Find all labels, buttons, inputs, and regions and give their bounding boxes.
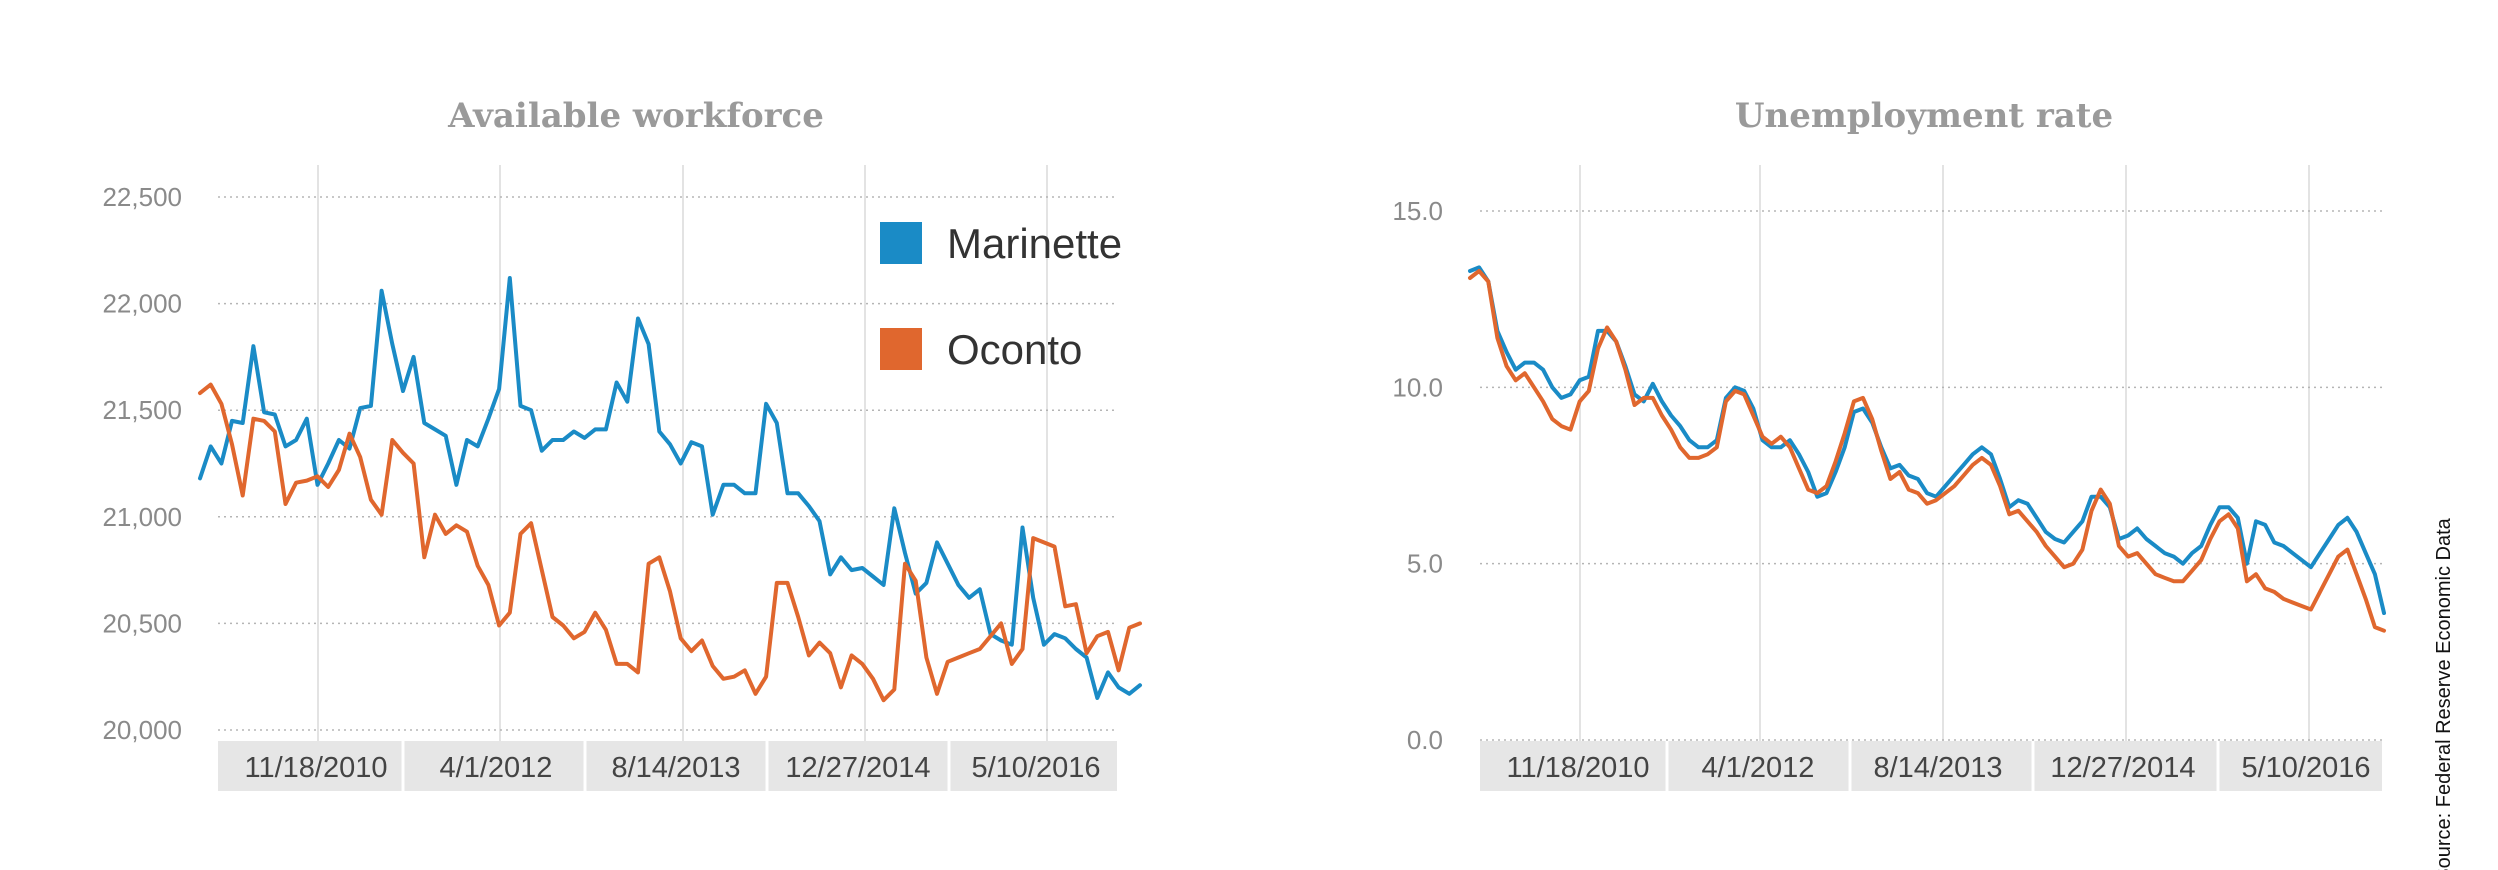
legend: Marinette Oconto [880,220,1122,373]
y-tick-label: 10.0 [1392,372,1443,402]
x-tick-label: 4/1/2012 [1702,752,1815,784]
x-tick-label: 5/10/2016 [971,752,1100,784]
x-tick-label: 4/1/2012 [440,752,553,784]
workforce-series [198,276,1142,703]
unemployment-series [1468,265,2386,633]
y-tick-label: 0.0 [1407,725,1443,755]
source-note: Source: Federal Reserve Economic Data [2433,517,2455,870]
x-tick-label: 11/18/2010 [245,752,388,784]
workforce-x-axis-band [218,741,1117,791]
series-line-marinette [1468,265,2386,615]
unemployment-y-ticks: 0.0 5.0 10.0 15.0 [1392,196,1443,755]
unemployment-x-axis-band [1480,741,2382,791]
series-line-oconto [198,382,1142,703]
legend-marinette-label: Marinette [947,220,1122,267]
y-tick-label: 15.0 [1392,196,1443,226]
workforce-x-ticks: 11/18/2010 4/1/2012 8/14/2013 12/27/2014 5/1… [245,741,1101,791]
workforce-grid [218,165,1117,741]
legend-marinette-swatch [880,222,922,264]
unemployment-chart-title: Unemployment rate [1735,96,2113,136]
y-tick-label: 20,000 [102,715,182,745]
series-line-oconto [1468,269,2386,633]
unemployment-grid [1480,165,2382,741]
x-tick-label: 12/27/2014 [785,752,930,784]
legend-oconto-label: Oconto [947,326,1082,373]
x-tick-label: 5/10/2016 [2241,752,2370,784]
x-tick-label: 11/18/2010 [1507,752,1650,784]
y-tick-label: 20,500 [102,608,182,638]
y-tick-label: 21,000 [102,502,182,532]
y-tick-label: 22,000 [102,289,182,319]
workforce-y-ticks: 20,000 20,500 21,000 21,500 22,000 22,500 [102,182,182,745]
unemployment-x-ticks: 11/18/2010 4/1/2012 8/14/2013 12/27/2014 5/1… [1507,741,2371,791]
unemployment-chart: Unemployment rate 0.0 5.0 10.0 15.0 11/18/2… [1392,96,2386,791]
y-tick-label: 5.0 [1407,549,1443,579]
x-tick-label: 8/14/2013 [1873,752,2002,784]
y-tick-label: 22,500 [102,182,182,212]
y-tick-label: 21,500 [102,395,182,425]
workforce-chart-title: Available workforce [447,96,824,136]
workforce-chart: Available workforce 20,000 20,500 21,000 21… [102,96,1142,791]
x-tick-label: 12/27/2014 [2050,752,2195,784]
x-tick-label: 8/14/2013 [611,752,740,784]
legend-oconto-swatch [880,328,922,370]
series-line-marinette [198,276,1142,700]
